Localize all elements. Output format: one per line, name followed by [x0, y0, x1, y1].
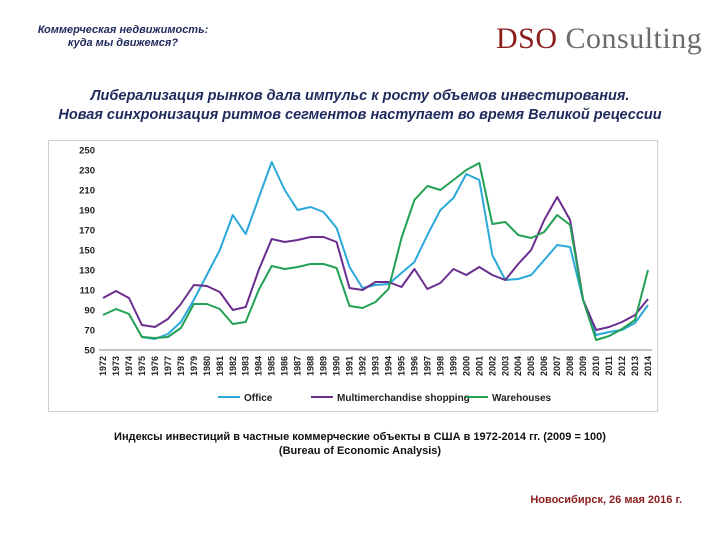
legend-label: Office: [244, 393, 273, 404]
y-tick-label: 70: [84, 326, 95, 337]
subtitle-line-1: Коммерческая недвижимость:: [37, 24, 209, 36]
y-tick-label: 170: [79, 226, 95, 237]
series-line-1: [141, 161, 649, 340]
legend-label: Warehouses: [492, 393, 552, 404]
x-tick-label: 2009: [578, 356, 588, 376]
series-line-2: [102, 196, 649, 331]
x-tick-label: 2004: [513, 356, 523, 376]
y-tick-label: 130: [79, 266, 95, 277]
x-tick-label: 1980: [202, 356, 212, 376]
x-tick-label: 1984: [254, 356, 264, 376]
x-tick-label: 1976: [150, 356, 160, 376]
subtitle-line-2: куда мы движемся?: [67, 37, 179, 49]
x-tick-label: 1986: [280, 356, 290, 376]
y-tick-label: 210: [79, 186, 95, 197]
y-tick-label: 110: [80, 286, 95, 297]
x-tick-label: 1985: [267, 356, 277, 376]
y-tick-label: 230: [79, 166, 95, 177]
x-tick-label: 1996: [409, 356, 419, 376]
x-tick-label: 2002: [487, 356, 497, 376]
x-tick-label: 1991: [345, 356, 355, 376]
x-tick-label: 2012: [617, 356, 627, 376]
caption-line-2: (Bureau of Economic Analysis): [278, 445, 442, 457]
x-tick-label: 1979: [189, 356, 199, 376]
x-tick-label: 2001: [474, 356, 484, 376]
x-tick-label: 2003: [500, 356, 510, 376]
x-tick-label: 2014: [643, 356, 653, 376]
x-tick-label: 1988: [306, 356, 316, 376]
y-tick-label: 190: [79, 206, 95, 217]
x-tick-label: 1981: [215, 356, 225, 376]
chart-caption: Индексы инвестиций в частные коммерчески…: [80, 430, 640, 458]
slide-headline: Либерализация рынков дала импульс к рост…: [20, 87, 700, 125]
series-lines: [102, 161, 649, 341]
x-tick-label: 1972: [98, 356, 108, 376]
headline-line-2: Новая синхронизация ритмов сегментов нас…: [58, 107, 662, 123]
x-tick-label: 1994: [383, 356, 393, 376]
series-line-3: [102, 162, 649, 341]
x-tick-label: 1982: [228, 356, 238, 376]
x-axis: 1972 1973 1974 1975 1976 1977 1978 1979 1980 1981…: [98, 349, 653, 376]
x-tick-label: 1978: [176, 356, 186, 376]
x-tick-label: 1990: [332, 356, 342, 376]
footer-date: Новосибирск, 26 мая 2016 г.: [530, 494, 682, 506]
x-tick-label: 1999: [448, 356, 458, 376]
x-tick-label: 1983: [241, 356, 251, 376]
chart-frame: [48, 140, 658, 412]
y-tick-label: 50: [84, 346, 95, 357]
x-tick-label: 1973: [111, 356, 121, 376]
y-tick-label: 150: [79, 246, 95, 257]
x-tick-label: 1987: [293, 356, 303, 376]
y-tick-label: 90: [84, 306, 95, 317]
x-tick-label: 2006: [539, 356, 549, 376]
headline-line-1: Либерализация рынков дала импульс к рост…: [90, 88, 630, 104]
x-tick-label: 1992: [358, 356, 368, 376]
x-tick-label: 2000: [461, 356, 471, 376]
logo-dso: DSO: [496, 22, 558, 55]
company-logo: DSO Consulting: [496, 22, 702, 56]
x-tick-label: 2013: [630, 356, 640, 376]
presentation-subtitle: Коммерческая недвижимость: куда мы движе…: [18, 24, 228, 50]
x-tick-label: 1974: [124, 356, 134, 376]
y-axis: 50 70 90 110 130 150 170 190 210 230 250: [79, 146, 95, 357]
chart-legend: Office Multimerchandise shopping Warehouse…: [218, 393, 552, 404]
x-tick-label: 1998: [435, 356, 445, 376]
x-tick-label: 1997: [422, 356, 432, 376]
x-tick-label: 1995: [396, 356, 406, 376]
y-tick-label: 250: [79, 146, 95, 157]
legend-label: Multimerchandise shopping: [337, 393, 470, 404]
x-tick-label: 1977: [163, 356, 173, 376]
logo-consulting: Consulting: [565, 22, 703, 55]
caption-line-1: Индексы инвестиций в частные коммерчески…: [114, 431, 606, 443]
x-tick-label: 1993: [371, 356, 381, 376]
x-tick-label: 1989: [319, 356, 329, 376]
x-tick-label: 2005: [526, 356, 536, 376]
x-tick-label: 2007: [552, 356, 562, 376]
x-tick-label: 1975: [137, 356, 147, 376]
x-tick-label: 2008: [565, 356, 575, 376]
x-tick-label: 2010: [591, 356, 601, 376]
x-tick-label: 2011: [604, 356, 614, 376]
